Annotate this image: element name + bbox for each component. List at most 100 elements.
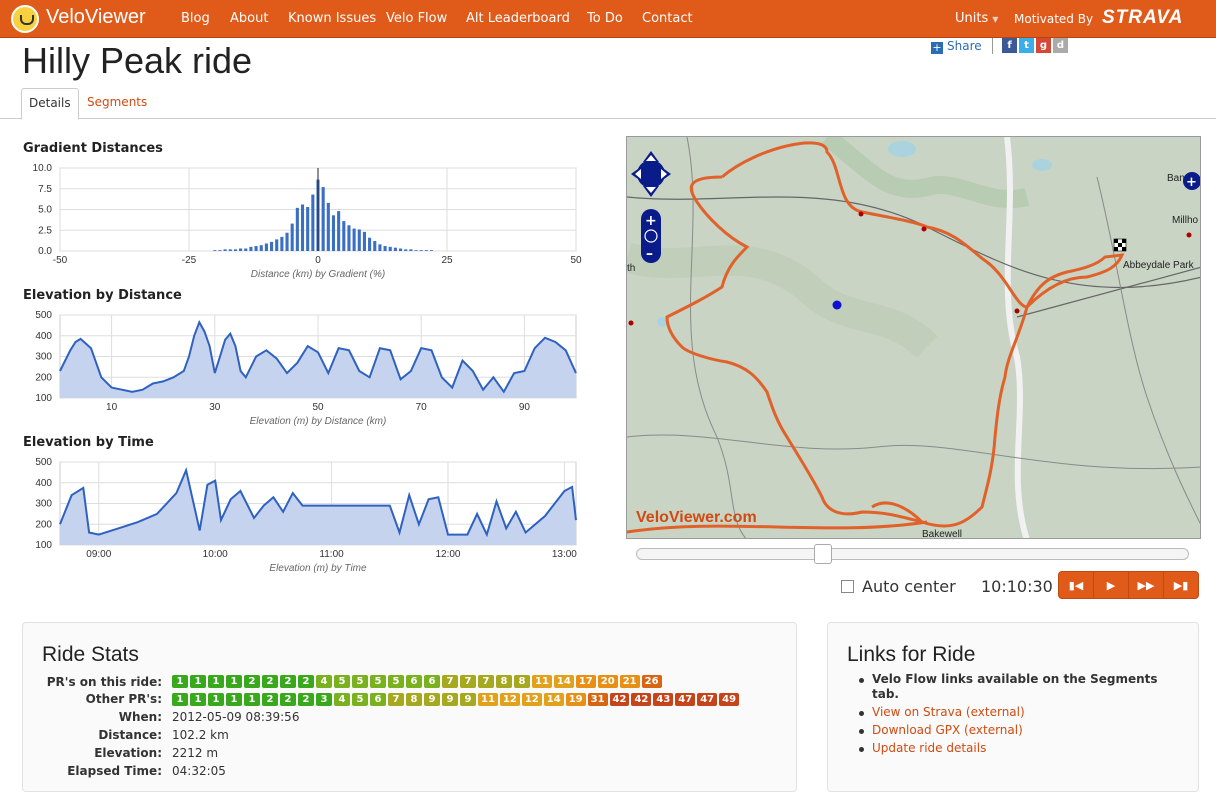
facebook-icon[interactable]: f [1002,38,1017,53]
download-gpx-link[interactable]: Download GPX (external) [857,723,1187,738]
nav-to-do[interactable]: To Do [587,11,623,26]
other-pr-badge[interactable]: 8 [406,693,422,706]
y-tick-label: 500 [35,310,52,321]
pan-control[interactable] [631,151,671,197]
other-pr-badge[interactable]: 7 [388,693,404,706]
other-pr-badge[interactable]: 42 [609,693,630,706]
pr-badge[interactable]: 11 [532,675,552,688]
pr-badge[interactable]: 5 [370,675,386,688]
gradient-bar [264,243,268,251]
skip-back-icon: ▮◀ [1068,578,1084,592]
digg-icon[interactable]: d [1053,38,1068,53]
other-pr-badge[interactable]: 43 [653,693,674,706]
pr-badge[interactable]: 1 [190,675,206,688]
other-pr-badge[interactable]: 1 [172,693,188,706]
motivated-by-text: Motivated By [1014,12,1094,26]
other-pr-badge[interactable]: 14 [543,693,564,706]
pr-badge[interactable]: 17 [575,675,596,688]
gradient-bar [342,221,346,251]
pr-badge[interactable]: 5 [388,675,404,688]
pr-badge[interactable]: 14 [553,675,574,688]
other-pr-badge[interactable]: 9 [442,693,458,706]
other-pr-badge[interactable]: 19 [565,693,586,706]
pr-badge[interactable]: 2 [280,675,296,688]
other-pr-badge[interactable]: 2 [298,693,314,706]
gradient-bar [383,246,387,251]
playback-slider-handle[interactable] [814,544,832,564]
other-pr-badge[interactable]: 9 [424,693,440,706]
pr-badge[interactable]: 2 [244,675,260,688]
pr-badge[interactable]: 8 [496,675,512,688]
pr-badge[interactable]: 1 [208,675,224,688]
pr-badge[interactable]: 7 [460,675,476,688]
route-map[interactable]: Abbeydale Park Bakewell Bann Millho th +… [626,136,1201,539]
view-on-strava-link[interactable]: View on Strava (external) [857,705,1187,720]
page-title: Hilly Peak ride [22,40,253,81]
zoom-control[interactable]: + – [641,209,661,263]
other-pr-badge[interactable]: 47 [675,693,696,706]
other-pr-badge[interactable]: 3 [316,693,332,706]
pr-badge[interactable]: 7 [442,675,458,688]
elevation-line [59,467,577,538]
navbar: VeloViewer Blog About Known Issues Velo … [0,0,1216,38]
pr-badge[interactable]: 26 [641,675,662,688]
google-plus-icon[interactable]: g [1036,38,1051,53]
other-pr-badge[interactable]: 12 [499,693,520,706]
pr-badge[interactable]: 4 [316,675,332,688]
veloviewer-logo-icon[interactable] [11,5,39,33]
brand-link[interactable]: VeloViewer [46,6,146,28]
nav-contact[interactable]: Contact [642,11,693,26]
pr-badge[interactable]: 6 [424,675,440,688]
pr-badge[interactable]: 8 [514,675,530,688]
other-pr-badge[interactable]: 6 [370,693,386,706]
pr-badge[interactable]: 21 [619,675,640,688]
nav-about[interactable]: About [230,11,269,26]
units-dropdown[interactable]: Units ▼ [955,11,998,26]
other-pr-badge[interactable]: 47 [697,693,718,706]
other-pr-badge[interactable]: 1 [208,693,224,706]
playback-slider-track[interactable] [636,548,1189,560]
strava-logo[interactable]: STRAVA [1102,7,1184,28]
pr-badge[interactable]: 1 [226,675,242,688]
other-pr-badge[interactable]: 4 [334,693,350,706]
play-button[interactable]: ▶ [1094,572,1129,598]
caret-down-icon: ▼ [992,15,999,24]
skip-end-button[interactable]: ▶▮ [1164,572,1198,598]
auto-center-control[interactable]: Auto center [841,577,956,596]
other-pr-badge[interactable]: 1 [226,693,242,706]
layer-switcher-icon[interactable]: + [1183,172,1201,190]
tab-details[interactable]: Details [21,88,79,120]
nav-alt-leaderboard[interactable]: Alt Leaderboard [466,11,570,26]
other-pr-badge[interactable]: 11 [478,693,498,706]
share-button[interactable]: + Share [931,39,982,54]
twitter-icon[interactable]: t [1019,38,1034,53]
nav-velo-flow[interactable]: Velo Flow [386,11,448,26]
other-pr-badge[interactable]: 2 [280,693,296,706]
other-pr-badge[interactable]: 1 [190,693,206,706]
other-pr-badge[interactable]: 31 [587,693,608,706]
other-pr-badge[interactable]: 1 [244,693,260,706]
pr-badge[interactable]: 6 [406,675,422,688]
auto-center-checkbox[interactable] [841,580,854,593]
other-pr-badge[interactable]: 9 [460,693,476,706]
nav-blog[interactable]: Blog [181,11,210,26]
other-pr-badge[interactable]: 5 [352,693,368,706]
other-pr-badge[interactable]: 2 [262,693,278,706]
tab-segments[interactable]: Segments [87,95,148,109]
checkered-flag-icon [1113,238,1127,252]
pr-badge[interactable]: 2 [298,675,314,688]
skip-back-button[interactable]: ▮◀ [1059,572,1094,598]
pr-badge[interactable]: 2 [262,675,278,688]
nav-known-issues[interactable]: Known Issues [288,11,377,26]
pr-badge[interactable]: 5 [334,675,350,688]
update-ride-details-link[interactable]: Update ride details [857,741,1187,756]
elevation-distance-chart-title: Elevation by Distance [23,288,182,303]
fast-forward-button[interactable]: ▶▶ [1129,572,1164,598]
pr-badge[interactable]: 5 [352,675,368,688]
other-pr-badge[interactable]: 49 [719,693,740,706]
other-pr-badge[interactable]: 42 [631,693,652,706]
pr-badge[interactable]: 1 [172,675,188,688]
pr-badge[interactable]: 20 [597,675,618,688]
pr-badge[interactable]: 7 [478,675,494,688]
other-pr-badge[interactable]: 12 [521,693,542,706]
